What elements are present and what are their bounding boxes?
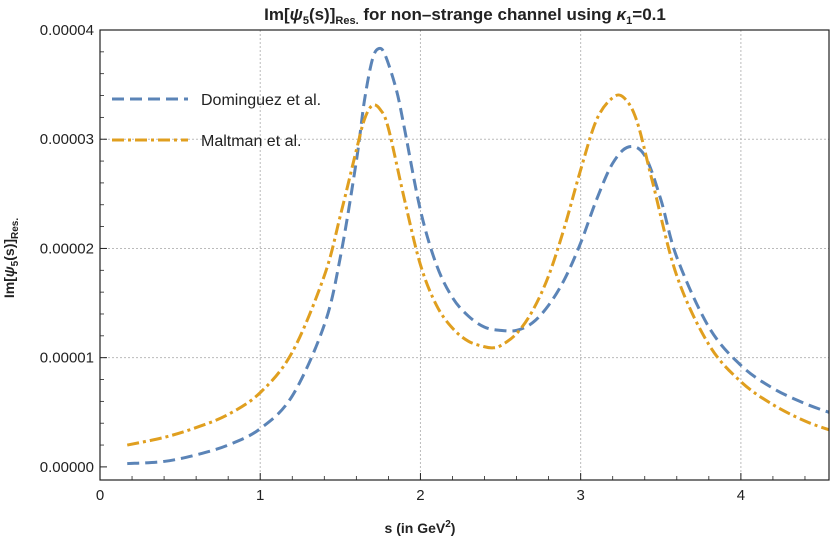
legend-label-maltman: Maltman et al. bbox=[201, 133, 301, 150]
chart-title: Im[ψ5(s)]Res. for non–strange channel us… bbox=[264, 5, 666, 27]
x-axis-label: s (in GeV2) bbox=[385, 519, 456, 536]
y-tick-label: 0.00002 bbox=[40, 240, 94, 257]
x-tick-label: 1 bbox=[256, 487, 264, 504]
series-layer bbox=[126, 46, 830, 466]
x-tick-label: 4 bbox=[737, 487, 745, 504]
legend: Dominguez et al. Maltman et al. bbox=[112, 92, 321, 150]
y-tick-label: 0.00001 bbox=[40, 350, 94, 367]
plot-frame bbox=[99, 29, 830, 481]
series-line-maltman bbox=[126, 93, 830, 447]
x-tick-label: 3 bbox=[576, 487, 584, 504]
series-line-dominguez bbox=[127, 46, 830, 466]
ticks: 0 1 2 3 4 0.00000 0.00001 0.00002 0.00003 0.00004 bbox=[40, 22, 806, 504]
y-tick-label: 0.00000 bbox=[40, 459, 94, 476]
x-tick-label: 0 bbox=[96, 487, 104, 504]
y-axis-label: Im[ψ5(s)]Res. bbox=[1, 218, 21, 299]
y-tick-label: 0.00004 bbox=[40, 22, 94, 39]
legend-label-dominguez: Dominguez et al. bbox=[201, 92, 321, 109]
y-tick-label: 0.00003 bbox=[40, 131, 94, 148]
x-tick-label: 2 bbox=[416, 487, 424, 504]
